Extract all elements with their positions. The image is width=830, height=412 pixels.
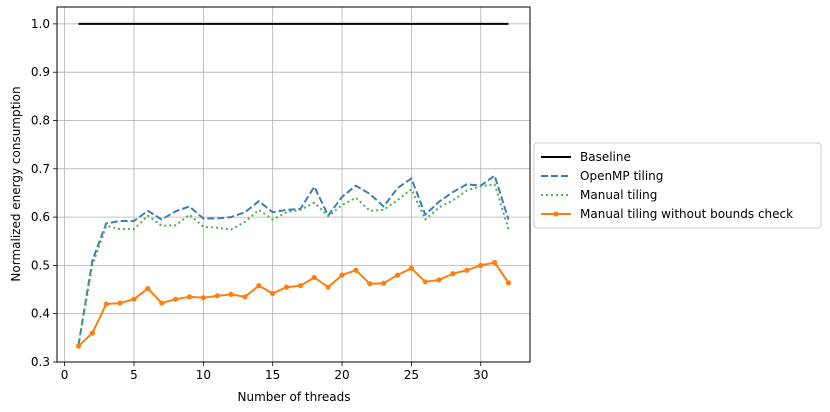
data-point	[89, 330, 95, 336]
data-point	[464, 267, 470, 273]
series-line	[77, 261, 510, 347]
y-axis-label: Normalized energy consumption	[9, 86, 23, 281]
series-manual-tiling-without-bounds-check	[75, 259, 512, 349]
x-axis-ticks: 0 5 10 15 20 25 30	[61, 362, 488, 382]
series-openmp-tiling	[77, 174, 510, 346]
data-point	[311, 274, 317, 281]
x-tick-label: 25	[404, 368, 419, 382]
x-tick-label: 0	[61, 368, 69, 382]
data-point	[381, 280, 387, 286]
data-point	[131, 296, 137, 302]
data-point	[270, 290, 276, 297]
series-manual-tiling	[77, 183, 510, 346]
series-layer	[75, 22, 512, 349]
data-point	[145, 285, 151, 292]
data-point	[339, 272, 345, 278]
data-point	[256, 283, 262, 289]
legend-marker	[553, 211, 559, 217]
x-tick-label: 5	[130, 368, 138, 382]
series-line	[77, 183, 510, 346]
data-point	[408, 265, 415, 271]
data-point	[367, 281, 373, 287]
data-point	[159, 300, 165, 306]
data-point	[325, 284, 331, 290]
legend: Baseline OpenMP tiling Manual tiling Manual…	[533, 142, 822, 229]
y-tick-label: 0.8	[31, 114, 50, 128]
data-point	[117, 300, 123, 306]
legend-label: Manual tiling without bounds check	[580, 207, 793, 221]
series-line	[77, 174, 510, 346]
legend-label: Baseline	[580, 150, 631, 164]
legend-label: Manual tiling	[580, 188, 657, 202]
data-point	[353, 267, 359, 273]
data-point	[505, 280, 512, 286]
x-tick-label: 10	[196, 368, 211, 382]
data-point	[186, 294, 193, 300]
y-tick-label: 0.6	[31, 210, 50, 224]
y-tick-label: 0.4	[31, 307, 50, 321]
data-point	[214, 293, 220, 299]
data-point	[75, 343, 82, 349]
data-point	[422, 279, 428, 285]
y-tick-label: 1.0	[31, 17, 50, 31]
legend-label: OpenMP tiling	[580, 169, 663, 183]
data-point	[394, 272, 401, 278]
data-point	[242, 294, 248, 300]
data-point	[450, 271, 456, 277]
data-point	[492, 259, 498, 266]
x-tick-label: 15	[265, 368, 280, 382]
y-axis-ticks: 0.3 0.4 0.5 0.6 0.7 0.8 0.9 1.0	[31, 17, 57, 369]
x-tick-label: 20	[334, 368, 349, 382]
data-point	[103, 301, 109, 307]
plot-frame	[56, 6, 531, 363]
data-point	[200, 295, 206, 301]
y-tick-label: 0.5	[31, 258, 50, 272]
data-point	[436, 277, 442, 283]
y-tick-label: 0.7	[31, 162, 50, 176]
y-tick-label: 0.9	[31, 65, 50, 79]
x-axis-label: Number of threads	[238, 390, 351, 404]
data-point	[172, 296, 179, 302]
data-point	[228, 291, 234, 297]
data-point	[283, 284, 290, 290]
y-tick-label: 0.3	[31, 355, 50, 369]
grid	[57, 7, 530, 363]
legend-frame	[533, 142, 822, 229]
x-tick-label: 30	[473, 368, 488, 382]
data-point	[478, 262, 484, 269]
data-point	[297, 283, 304, 289]
